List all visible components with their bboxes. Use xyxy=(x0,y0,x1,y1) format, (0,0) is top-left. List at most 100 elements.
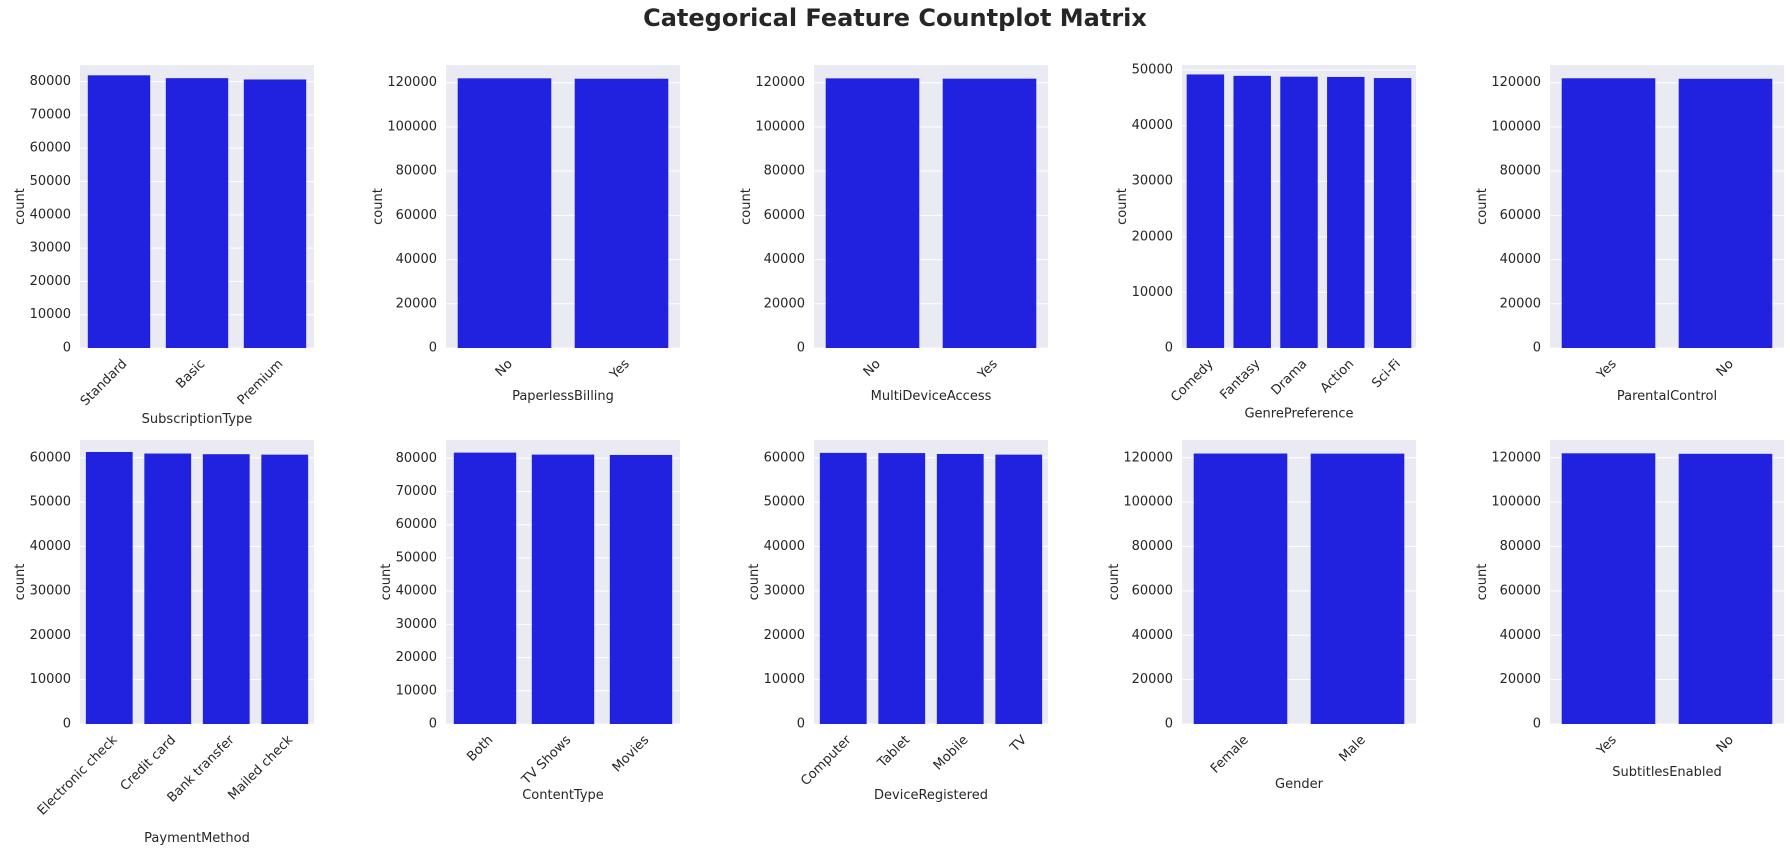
countplot-9: 0 20000 40000 60000 80000 100000 120000 Female M… xyxy=(1107,440,1416,792)
y-tick-label: 100000 xyxy=(755,119,805,134)
bar-fantasy xyxy=(1233,75,1271,348)
x-axis-label: ContentType xyxy=(522,788,604,803)
countplot-10: 0 20000 40000 60000 80000 100000 120000 Yes No Su… xyxy=(1475,440,1784,780)
y-tick-label: 80000 xyxy=(396,164,437,179)
y-tick-label: 60000 xyxy=(396,208,437,223)
y-axis-label: count xyxy=(13,564,28,601)
x-axis-label: ParentalControl xyxy=(1617,389,1717,404)
bar-yes xyxy=(574,78,669,348)
y-tick-label: 80000 xyxy=(396,451,437,466)
x-tick-label: Yes xyxy=(1594,357,1620,383)
y-tick-label: 80000 xyxy=(30,74,71,89)
bar-comedy xyxy=(1186,74,1225,348)
y-tick-label: 0 xyxy=(797,717,805,732)
y-axis-label: count xyxy=(1475,564,1490,601)
y-axis-label: count xyxy=(371,188,386,225)
y-tick-label: 30000 xyxy=(396,617,437,632)
y-tick-label: 60000 xyxy=(1500,583,1541,598)
y-tick-label: 120000 xyxy=(1123,450,1173,465)
bar-no xyxy=(1678,78,1773,349)
bar-drama xyxy=(1280,76,1318,348)
x-axis-label: Gender xyxy=(1275,777,1324,792)
y-tick-label: 10000 xyxy=(764,672,805,687)
y-tick-label: 50000 xyxy=(764,495,805,510)
y-tick-label: 0 xyxy=(429,717,437,732)
bar-male xyxy=(1310,453,1405,724)
countplot-2: 0 20000 40000 60000 80000 100000 120000 No Yes Pa… xyxy=(371,65,680,404)
y-tick-label: 60000 xyxy=(764,450,805,465)
y-tick-label: 80000 xyxy=(1500,164,1541,179)
bar-tv-shows xyxy=(531,454,595,724)
y-tick-label: 20000 xyxy=(764,296,805,311)
y-tick-label: 40000 xyxy=(30,539,71,554)
x-tick-label: Yes xyxy=(1594,733,1620,759)
x-tick-label: No xyxy=(1714,733,1737,756)
y-tick-label: 100000 xyxy=(1123,495,1173,510)
y-tick-label: 60000 xyxy=(1132,583,1173,598)
y-tick-label: 0 xyxy=(1533,717,1541,732)
x-tick-label: TV xyxy=(1007,733,1030,756)
countplot-1: 0 10000 20000 30000 40000 50000 60000 70000 8000… xyxy=(13,65,314,427)
y-tick-label: 50000 xyxy=(396,550,437,565)
y-tick-label: 70000 xyxy=(30,107,71,122)
y-tick-label: 20000 xyxy=(1500,296,1541,311)
x-tick-label: Mobile xyxy=(931,733,972,774)
x-tick-label: Yes xyxy=(607,357,633,383)
x-tick-label: Standard xyxy=(78,357,130,409)
bar-sci-fi xyxy=(1373,78,1412,349)
y-tick-label: 40000 xyxy=(1132,628,1173,643)
x-tick-label: Male xyxy=(1336,733,1368,765)
bar-electronic-check xyxy=(85,451,133,724)
y-axis-label: count xyxy=(379,564,394,601)
bar-no xyxy=(457,78,552,348)
y-tick-label: 60000 xyxy=(396,517,437,532)
bar-female xyxy=(1193,453,1288,724)
y-tick-label: 30000 xyxy=(30,583,71,598)
countplot-8: 0 10000 20000 30000 40000 50000 60000 Computer T… xyxy=(747,440,1048,803)
countplot-5: 0 20000 40000 60000 80000 100000 120000 Yes No Pa… xyxy=(1475,65,1784,404)
y-tick-label: 30000 xyxy=(1132,174,1173,189)
y-tick-label: 50000 xyxy=(30,174,71,189)
x-tick-label: Electronic check xyxy=(35,732,121,818)
y-tick-label: 20000 xyxy=(396,296,437,311)
x-axis-label: DeviceRegistered xyxy=(874,788,988,803)
y-tick-label: 40000 xyxy=(1132,118,1173,133)
y-tick-label: 60000 xyxy=(1500,208,1541,223)
y-tick-label: 60000 xyxy=(30,141,71,156)
x-axis-label: SubscriptionType xyxy=(142,412,253,427)
bar-yes xyxy=(942,78,1037,349)
y-tick-label: 30000 xyxy=(30,241,71,256)
x-tick-label: TV Shows xyxy=(519,733,575,789)
bar-computer xyxy=(819,452,867,724)
y-tick-label: 40000 xyxy=(1500,252,1541,267)
y-tick-label: 20000 xyxy=(30,628,71,643)
x-tick-label: Tablet xyxy=(874,733,913,772)
x-axis-label: SubtitlesEnabled xyxy=(1612,765,1721,780)
bar-yes xyxy=(1561,453,1656,724)
y-tick-label: 0 xyxy=(1533,341,1541,356)
countplot-6: 0 10000 20000 30000 40000 50000 60000 Electroni… xyxy=(13,440,314,846)
y-tick-label: 20000 xyxy=(396,650,437,665)
page-title: Categorical Feature Countplot Matrix xyxy=(643,4,1147,32)
y-tick-label: 60000 xyxy=(30,450,71,465)
y-tick-label: 40000 xyxy=(1500,628,1541,643)
y-tick-label: 0 xyxy=(63,717,71,732)
x-tick-label: Movies xyxy=(610,733,653,776)
y-tick-label: 40000 xyxy=(396,252,437,267)
y-tick-label: 0 xyxy=(1165,717,1173,732)
y-axis-label: count xyxy=(1115,188,1130,225)
bar-mobile xyxy=(936,453,984,724)
y-tick-label: 10000 xyxy=(30,672,71,687)
x-tick-label: Yes xyxy=(975,357,1001,383)
x-tick-label: Comedy xyxy=(1168,356,1217,405)
bar-standard xyxy=(87,75,151,349)
x-tick-label: Premium xyxy=(235,357,287,409)
y-axis-label: count xyxy=(13,188,28,225)
x-axis-label: GenrePreference xyxy=(1244,407,1353,422)
y-tick-label: 10000 xyxy=(396,683,437,698)
bar-credit-card xyxy=(144,453,192,724)
chart-grid: 0 10000 20000 30000 40000 50000 60000 70000 8000… xyxy=(13,63,1784,846)
x-tick-label: Sci-Fi xyxy=(1369,357,1404,392)
y-tick-label: 10000 xyxy=(30,307,71,322)
y-axis-label: count xyxy=(739,188,754,225)
